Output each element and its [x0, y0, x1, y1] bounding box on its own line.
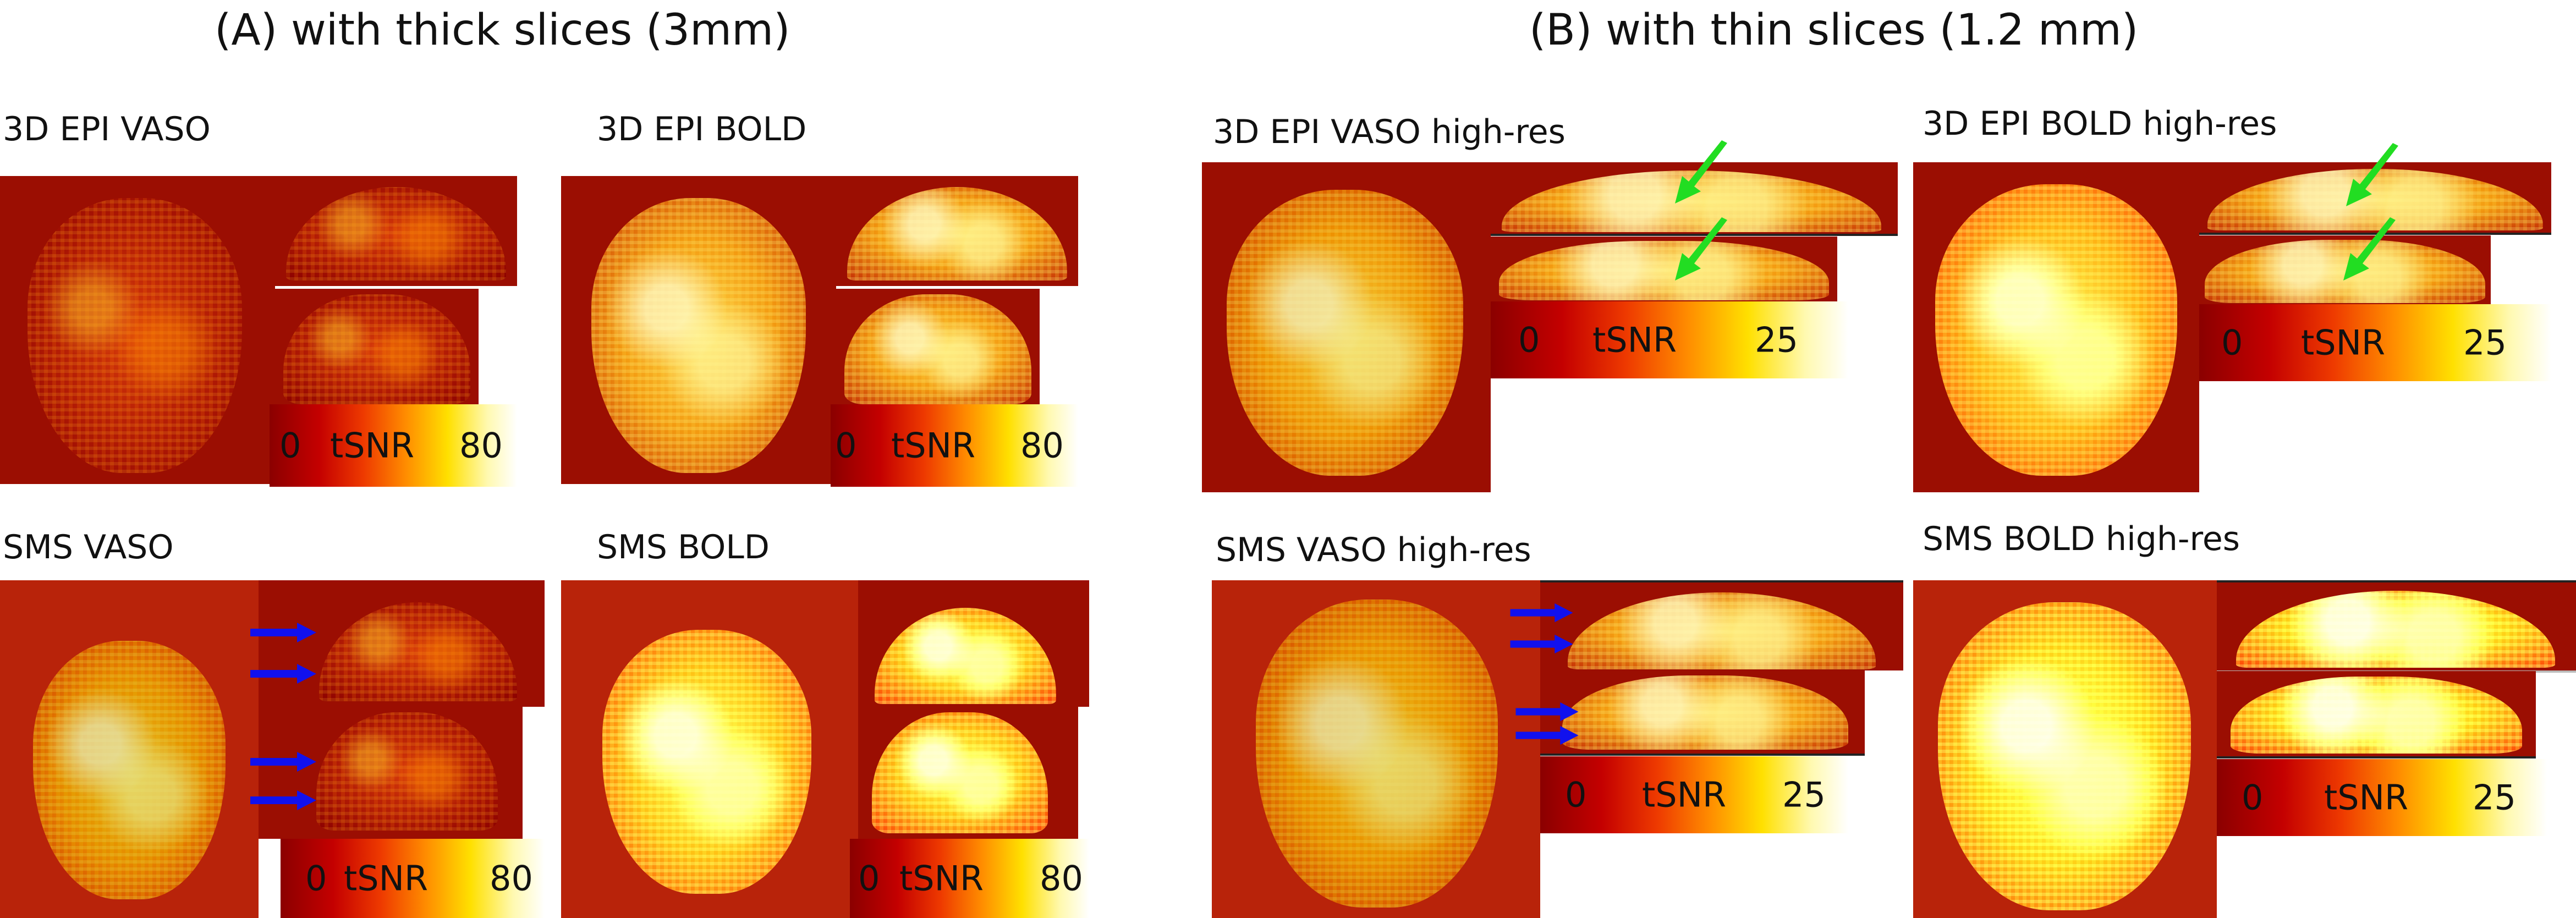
colorbar-max: 25	[1782, 774, 1826, 815]
colorbar-min: 0	[305, 858, 327, 899]
axial-slice-image	[561, 580, 858, 918]
colorbar-max: 25	[2463, 322, 2507, 363]
colorbar-label: tSNR	[2324, 777, 2409, 818]
coronal-slice-image	[275, 289, 479, 404]
blue-arrow-icon	[250, 663, 316, 685]
colorbar-label: tSNR	[330, 425, 415, 466]
blue-arrow-icon	[250, 751, 316, 773]
coronal-slice-image	[858, 707, 1078, 839]
tsnr-colorbar: 0 tSNR 25	[2199, 304, 2551, 381]
panel-title-3d-epi-vaso-high-res: 3D EPI VASO high-res	[1213, 113, 1566, 151]
colorbar-max: 80	[490, 858, 533, 899]
sagittal-slice-image	[836, 176, 1078, 286]
axial-slice-image	[1913, 580, 2217, 918]
colorbar-min: 0	[2221, 322, 2243, 363]
green-arrow-icon	[2343, 143, 2404, 209]
panel-title-sms-vaso: SMS VASO	[3, 528, 174, 567]
sagittal-slice-image	[1540, 580, 1903, 670]
green-arrow-icon	[1672, 217, 1733, 283]
colorbar-max: 80	[1020, 425, 1064, 466]
tsnr-colorbar: 0 tSNR 80	[850, 839, 1089, 918]
colorbar-max: 25	[1755, 320, 1798, 360]
colorbar-max: 80	[459, 425, 503, 466]
colorbar-min: 0	[1518, 320, 1540, 360]
green-arrow-icon	[1672, 140, 1733, 206]
tsnr-colorbar: 0 tSNR 80	[270, 404, 517, 487]
blue-arrow-icon	[1515, 701, 1579, 722]
colorbar-label: tSNR	[1592, 320, 1677, 360]
blue-arrow-icon	[250, 789, 316, 811]
colorbar-max: 25	[2473, 777, 2516, 818]
colorbar-label: tSNR	[899, 858, 984, 899]
tsnr-colorbar: 0 tSNR 80	[831, 404, 1078, 487]
tsnr-colorbar: 0 tSNR 80	[281, 839, 545, 918]
section-b-title: (B) with thin slices (1.2 mm)	[1529, 6, 2139, 55]
coronal-slice-image	[2217, 671, 2536, 758]
panel-title-sms-bold-high-res: SMS BOLD high-res	[1923, 520, 2240, 558]
panel-title-sms-bold: SMS BOLD	[597, 528, 770, 567]
blue-arrow-icon	[1510, 634, 1573, 655]
sagittal-slice-image	[259, 580, 545, 707]
colorbar-min: 0	[1565, 774, 1587, 815]
sagittal-slice-image	[275, 176, 517, 286]
axial-slice-image	[1913, 162, 2199, 492]
axial-slice-image	[1212, 580, 1540, 918]
tsnr-colorbar: 0 tSNR 25	[1491, 301, 1848, 378]
colorbar-label: tSNR	[344, 858, 429, 899]
colorbar-label: tSNR	[891, 425, 976, 466]
colorbar-max: 80	[1040, 858, 1083, 899]
blue-arrow-icon	[1515, 725, 1579, 746]
coronal-slice-image	[836, 289, 1040, 404]
colorbar-min: 0	[2242, 777, 2264, 818]
sagittal-slice-image	[2199, 162, 2551, 235]
blue-arrow-icon	[1510, 602, 1573, 623]
coronal-slice-image	[1491, 237, 1837, 301]
axial-slice-image	[0, 580, 259, 918]
tsnr-colorbar: 0 tSNR 25	[2217, 759, 2547, 836]
panel-title-3d-epi-bold: 3D EPI BOLD	[597, 110, 807, 149]
coronal-slice-image	[259, 707, 523, 839]
axial-slice-image	[561, 176, 836, 484]
panel-title-sms-vaso-high-res: SMS VASO high-res	[1216, 531, 1531, 569]
green-arrow-icon	[2341, 217, 2401, 283]
colorbar-label: tSNR	[1642, 774, 1727, 815]
coronal-slice-image	[1540, 670, 1865, 756]
colorbar-min: 0	[858, 858, 880, 899]
axial-slice-image	[0, 176, 275, 484]
colorbar-min: 0	[279, 425, 301, 466]
axial-slice-image	[1202, 162, 1491, 492]
panel-title-3d-epi-bold-high-res: 3D EPI BOLD high-res	[1923, 105, 2277, 143]
colorbar-min: 0	[835, 425, 857, 466]
tsnr-colorbar: 0 tSNR 25	[1540, 756, 1848, 833]
colorbar-label: tSNR	[2301, 322, 2386, 363]
sagittal-slice-image	[858, 580, 1089, 707]
blue-arrow-icon	[250, 622, 316, 644]
panel-title-3d-epi-vaso: 3D EPI VASO	[3, 110, 211, 149]
sagittal-slice-image	[2217, 580, 2576, 673]
section-a-title: (A) with thick slices (3mm)	[215, 6, 790, 55]
coronal-slice-image	[2199, 235, 2491, 304]
